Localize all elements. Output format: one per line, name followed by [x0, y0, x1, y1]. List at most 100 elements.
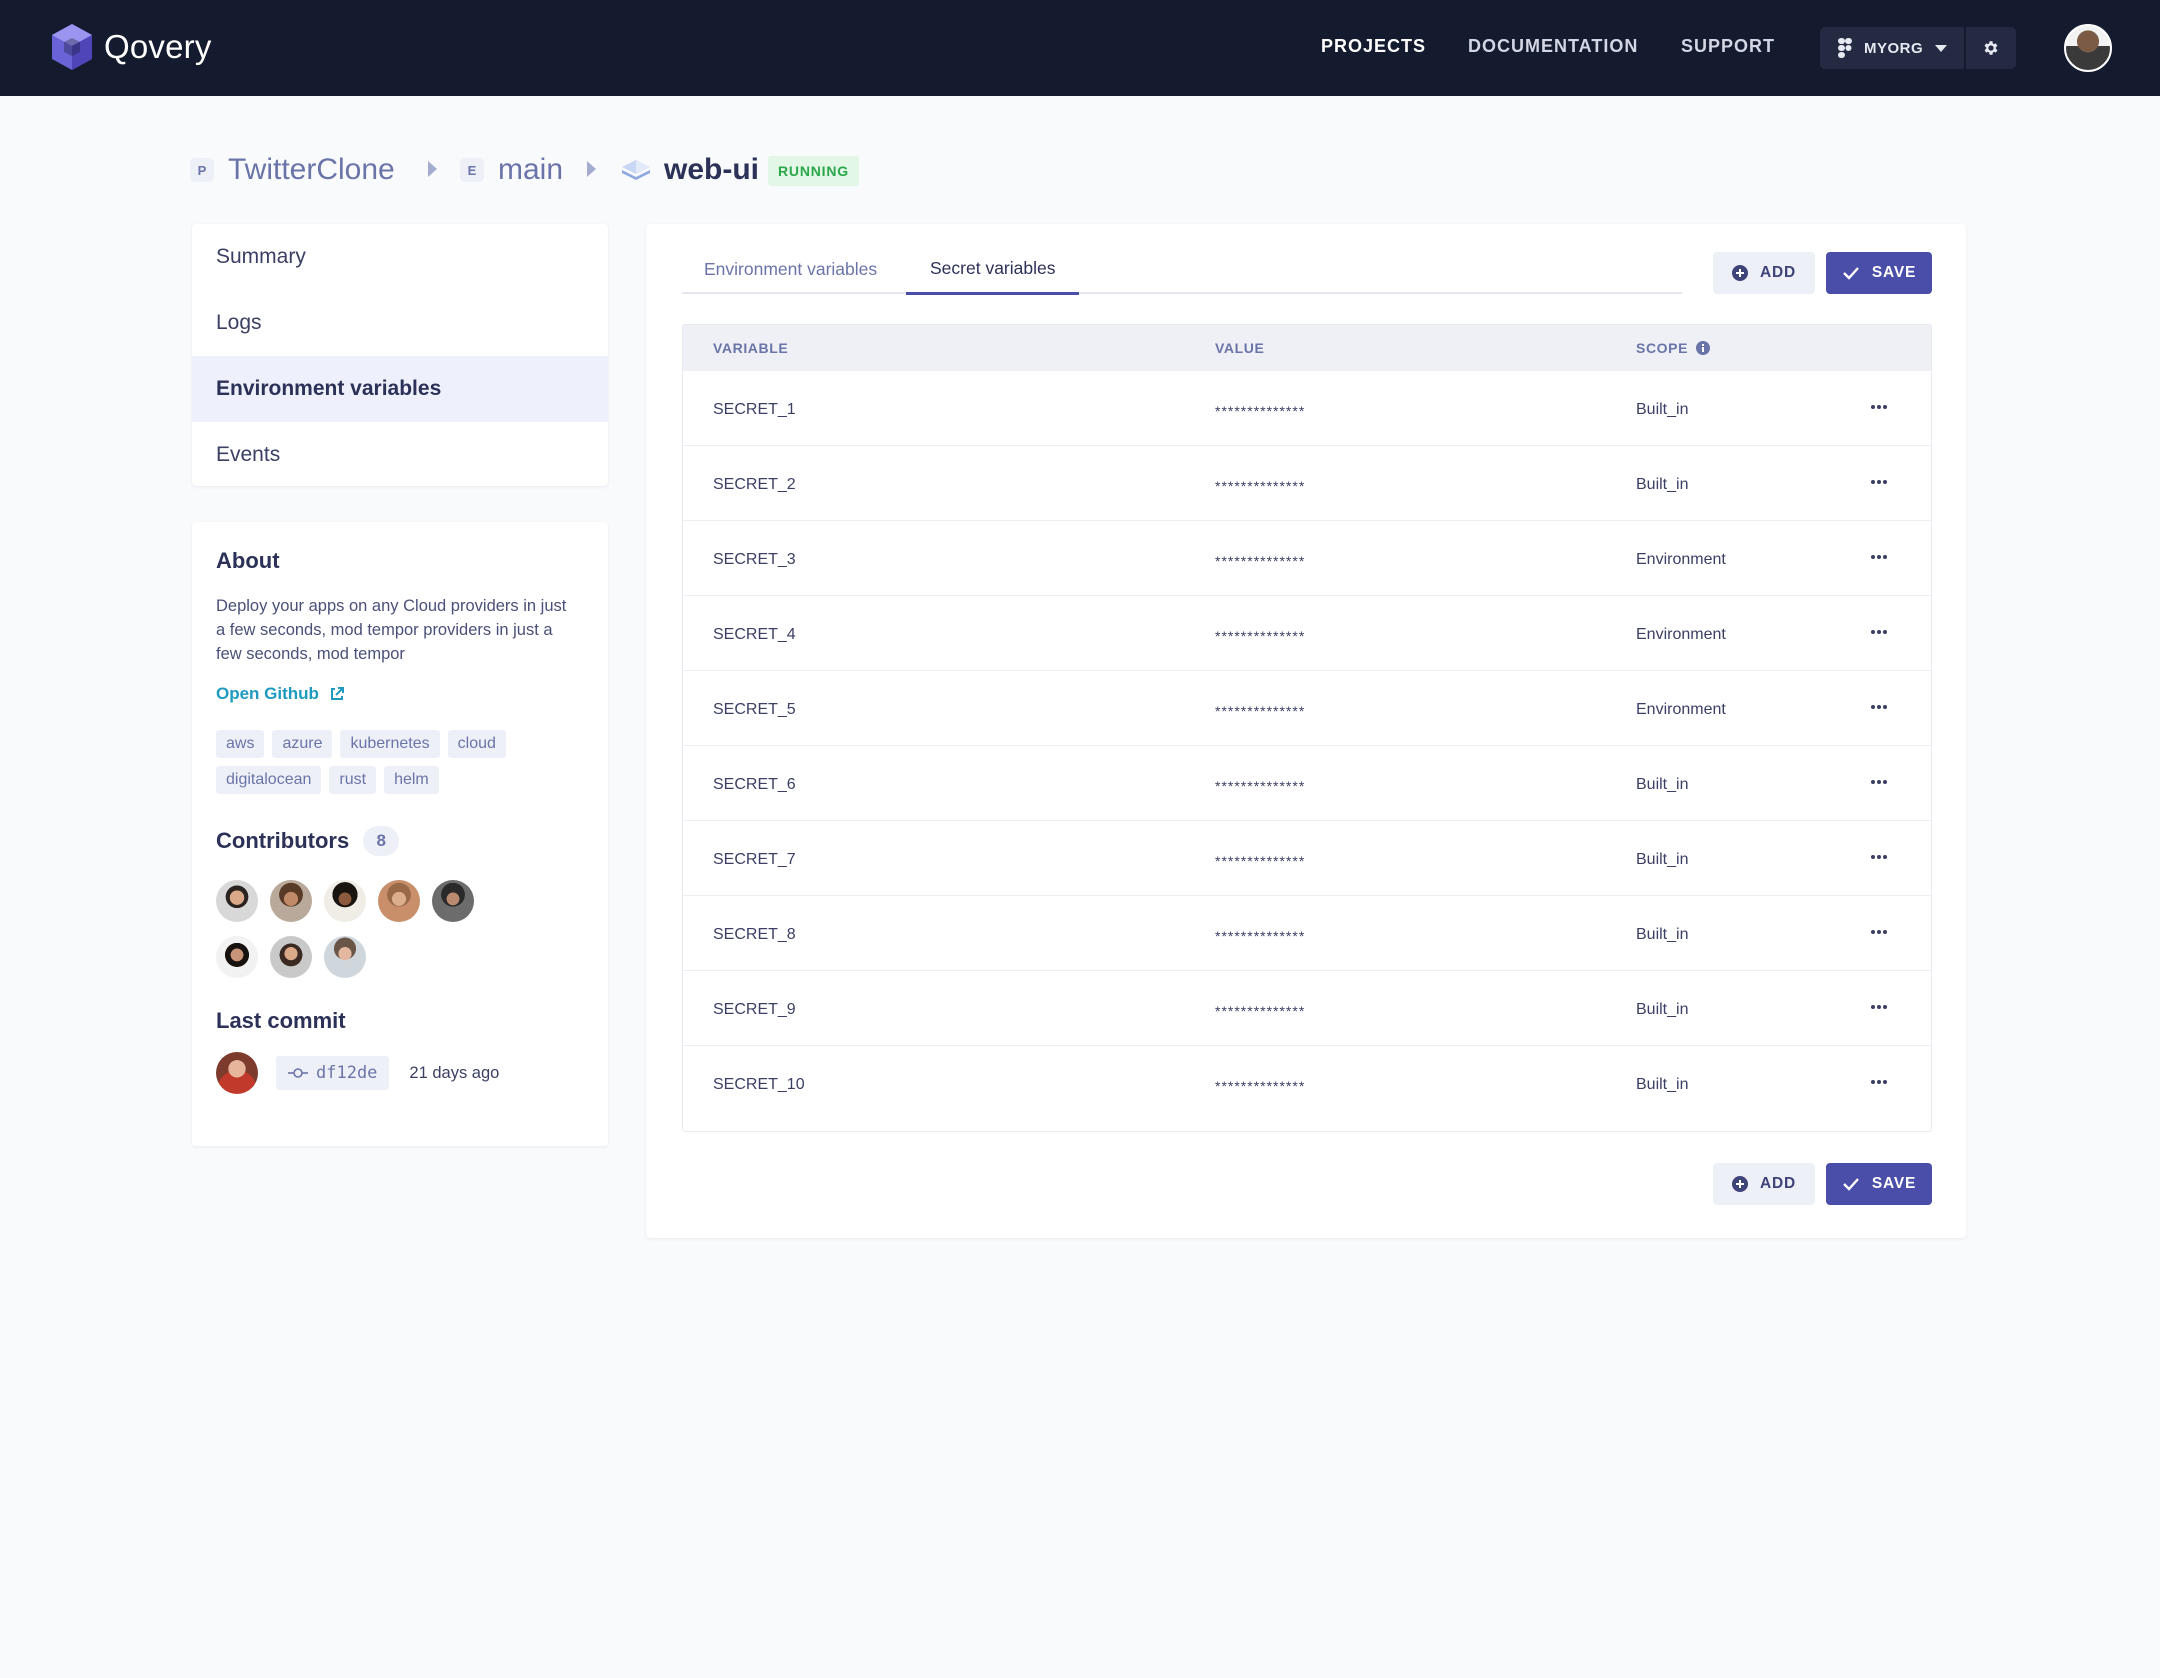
breadcrumb-project[interactable]: P TwitterClone: [190, 150, 395, 190]
add-button[interactable]: ADD: [1713, 252, 1815, 294]
nav-documentation-link[interactable]: DOCUMENTATION: [1468, 36, 1639, 56]
more-options-icon[interactable]: [1871, 405, 1889, 409]
status-badge: RUNNING: [768, 156, 859, 186]
qovery-logo[interactable]: Qovery: [50, 22, 212, 72]
more-options-icon[interactable]: [1871, 1005, 1889, 1009]
about-title: About: [216, 548, 280, 573]
menu-item-environment-variables[interactable]: Environment variables: [192, 356, 608, 422]
check-icon: [1843, 267, 1859, 280]
variable-scope: Built_in: [1636, 926, 1689, 943]
settings-button[interactable]: [1966, 27, 2016, 69]
open-github-link[interactable]: Open Github: [216, 684, 584, 704]
table-row[interactable]: SECRET_10 ************** Built_in: [683, 1046, 1931, 1121]
tag[interactable]: rust: [329, 766, 377, 794]
table-row[interactable]: SECRET_2 ************** Built_in: [683, 446, 1931, 521]
table-row[interactable]: SECRET_8 ************** Built_in: [683, 896, 1931, 971]
commit-icon: [288, 1068, 308, 1078]
save-button-bottom[interactable]: SAVE: [1826, 1163, 1932, 1205]
info-icon[interactable]: [1696, 341, 1711, 355]
table-row[interactable]: SECRET_5 ************** Environment: [683, 671, 1931, 746]
variable-name: SECRET_7: [713, 851, 796, 868]
application-menu: Summary Logs Environment variables Event…: [192, 224, 608, 486]
org-divider: [1964, 27, 1966, 69]
contributor-avatar[interactable]: [270, 880, 312, 922]
variable-name: SECRET_4: [713, 626, 796, 643]
table-header: VARIABLE VALUE SCOPE: [683, 325, 1931, 371]
table-row[interactable]: SECRET_1 ************** Built_in: [683, 371, 1931, 446]
project-name: TwitterClone: [228, 153, 395, 186]
add-button-bottom[interactable]: ADD: [1713, 1163, 1815, 1205]
tag[interactable]: helm: [384, 766, 439, 794]
table-row[interactable]: SECRET_6 ************** Built_in: [683, 746, 1931, 821]
last-commit-row: df12de 21 days ago: [216, 1052, 584, 1094]
more-options-icon[interactable]: [1871, 1080, 1889, 1084]
tag[interactable]: kubernetes: [340, 730, 440, 758]
gear-icon: [1984, 41, 1998, 55]
contributor-avatar[interactable]: [324, 880, 366, 922]
application-name: web-ui: [664, 153, 759, 186]
variable-scope: Environment: [1636, 701, 1726, 718]
tab-environment-variables[interactable]: Environment variables: [704, 258, 878, 279]
contributor-avatar[interactable]: [324, 936, 366, 978]
user-avatar[interactable]: [2064, 24, 2112, 72]
variable-value: **************: [1215, 553, 1306, 569]
tag[interactable]: aws: [216, 730, 265, 758]
more-options-icon[interactable]: [1871, 705, 1889, 709]
breadcrumb-application[interactable]: web-ui: [620, 150, 759, 190]
variable-name: SECRET_2: [713, 476, 796, 493]
menu-item-logs[interactable]: Logs: [216, 311, 262, 334]
variable-name: SECRET_9: [713, 1001, 796, 1018]
variable-scope: Built_in: [1636, 776, 1689, 793]
menu-item-summary[interactable]: Summary: [216, 245, 306, 268]
tag[interactable]: digitalocean: [216, 766, 322, 794]
variable-name: SECRET_6: [713, 776, 796, 793]
more-options-icon[interactable]: [1871, 930, 1889, 934]
tag[interactable]: cloud: [447, 730, 506, 758]
more-options-icon[interactable]: [1871, 855, 1889, 859]
scope-header-label: SCOPE: [1636, 340, 1689, 356]
commit-age: 21 days ago: [409, 1063, 500, 1082]
contributor-avatar[interactable]: [378, 880, 420, 922]
org-switcher: MYORG: [1820, 27, 2016, 69]
org-name: MYORG: [1864, 39, 1924, 57]
contributor-avatar[interactable]: [216, 880, 258, 922]
nav-support-link[interactable]: SUPPORT: [1681, 36, 1776, 56]
tag[interactable]: azure: [272, 730, 333, 758]
variable-scope: Built_in: [1636, 401, 1689, 418]
table-row[interactable]: SECRET_9 ************** Built_in: [683, 971, 1931, 1046]
commit-hash-chip[interactable]: df12de: [276, 1056, 390, 1090]
org-dropdown-button[interactable]: MYORG: [1820, 27, 1964, 69]
contributor-avatar[interactable]: [216, 936, 258, 978]
environment-badge: E: [460, 158, 484, 182]
about-card: About Deploy your apps on any Cloud prov…: [192, 522, 608, 1146]
variable-value: **************: [1215, 1003, 1306, 1019]
table-row[interactable]: SECRET_3 ************** Environment: [683, 521, 1931, 596]
more-options-icon[interactable]: [1871, 630, 1889, 634]
more-options-icon[interactable]: [1871, 780, 1889, 784]
contributor-avatar[interactable]: [432, 880, 474, 922]
variable-value: **************: [1215, 703, 1306, 719]
table-row[interactable]: SECRET_7 ************** Built_in: [683, 821, 1931, 896]
more-options-icon[interactable]: [1871, 555, 1889, 559]
save-button[interactable]: SAVE: [1826, 252, 1932, 294]
variable-scope: Built_in: [1636, 476, 1689, 493]
breadcrumb-environment[interactable]: E main: [460, 150, 563, 190]
variable-scope: Built_in: [1636, 1001, 1689, 1018]
tag-list: aws azure kubernetes cloud digitalocean …: [216, 730, 556, 802]
environment-name: main: [498, 153, 564, 186]
breadcrumb-arrow-icon: [587, 161, 596, 177]
save-label: SAVE: [1871, 264, 1917, 281]
variable-value: **************: [1215, 628, 1306, 644]
contributor-avatars: [216, 880, 516, 992]
commit-author-avatar[interactable]: [216, 1052, 258, 1094]
project-badge: P: [190, 158, 214, 182]
contributor-avatar[interactable]: [270, 936, 312, 978]
nav-projects-link[interactable]: PROJECTS: [1321, 36, 1427, 56]
tab-secret-variables[interactable]: Secret variables: [906, 244, 1080, 295]
menu-item-events[interactable]: Events: [216, 443, 281, 466]
contributors-heading: Contributors 8: [216, 826, 584, 856]
more-options-icon[interactable]: [1871, 480, 1889, 484]
chevron-down-icon: [1935, 44, 1948, 52]
table-row[interactable]: SECRET_4 ************** Environment: [683, 596, 1931, 671]
contributors-count: 8: [363, 826, 400, 856]
